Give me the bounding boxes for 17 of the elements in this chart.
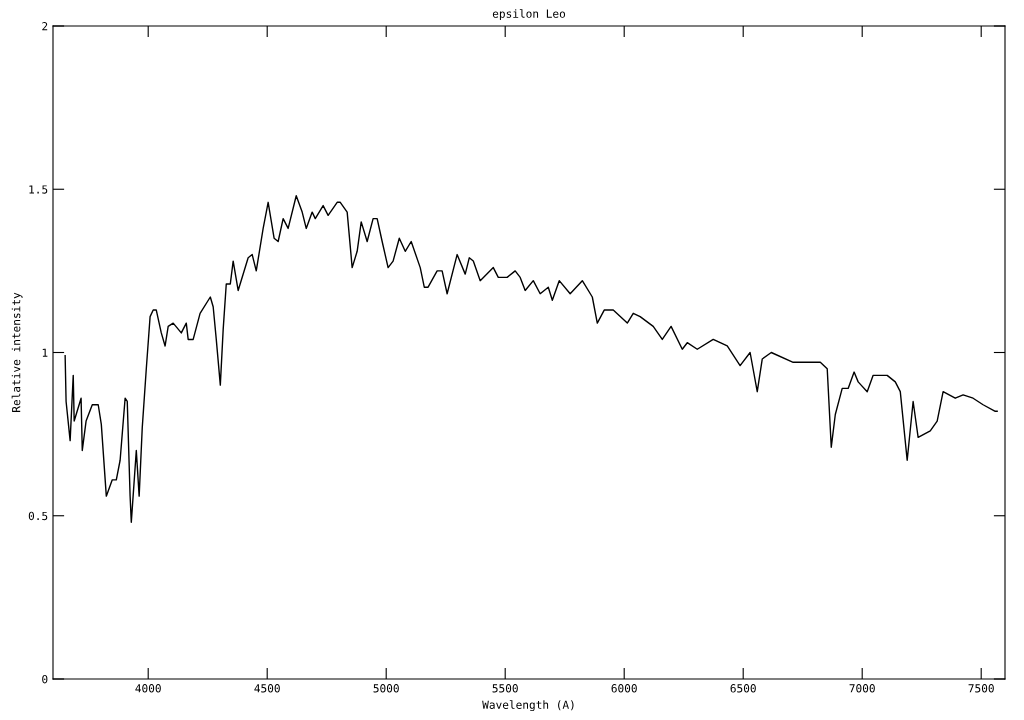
y-tick-label: 0.5: [28, 511, 48, 521]
x-tick-label: 7000: [849, 684, 875, 693]
x-tick-label: 5000: [373, 684, 399, 693]
y-axis-title: Relative intensity: [11, 292, 23, 412]
x-tick-label: 5500: [492, 684, 518, 693]
x-tick-label: 7500: [968, 684, 994, 693]
y-tick-label: 1.5: [29, 185, 48, 194]
x-tick-label: 4000: [135, 684, 161, 693]
x-tick-label: 6500: [730, 684, 756, 693]
y-tick-label: 2: [42, 22, 48, 31]
x-tick-label: 6000: [611, 684, 637, 693]
x-tick-label: 4500: [254, 684, 280, 693]
chart-title: epsilon Leo: [492, 9, 566, 20]
line-series: [64, 195, 998, 523]
x-axis-title: Wavelength (A): [482, 700, 574, 712]
y-tick-label: 1: [42, 348, 48, 357]
y-tick-label: 0: [42, 675, 48, 684]
